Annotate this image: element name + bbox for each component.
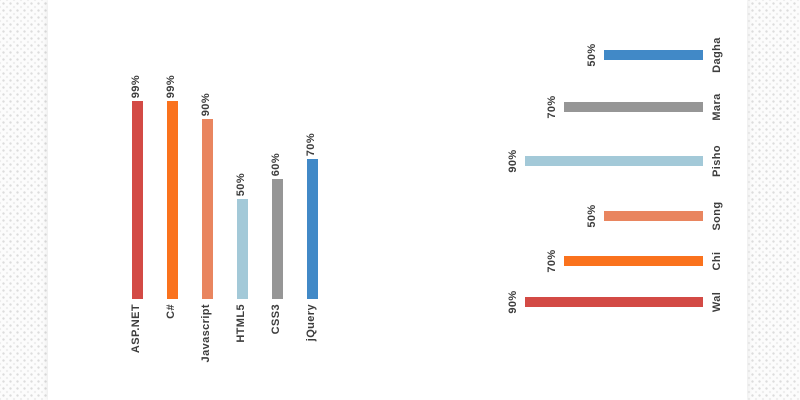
bar-category-label: Mara (711, 93, 723, 121)
bar-value-label: 50% (586, 204, 598, 228)
bar-value-label: 90% (507, 290, 519, 314)
bar-value-label: 90% (507, 149, 519, 173)
bar-value-label: 70% (546, 95, 558, 119)
bar-song[interactable] (604, 211, 703, 221)
bar-category-label: Pisho (711, 145, 723, 177)
bar-chi[interactable] (564, 256, 703, 266)
bar-category-label: Chi (711, 251, 723, 271)
bar-wal[interactable] (525, 297, 703, 307)
bar-value-label: 50% (586, 43, 598, 67)
bar-value-label: 70% (546, 249, 558, 273)
bar-pisho[interactable] (525, 156, 703, 166)
page-canvas: 99% ASP.NET 99% C# 90% Javascript 50% HTML5 60% C… (48, 0, 747, 400)
bar-html5[interactable] (237, 199, 248, 299)
bar-category-label: Dagha (711, 37, 723, 73)
bar-mara[interactable] (564, 102, 703, 112)
bar-c[interactable] (167, 101, 178, 299)
bar-category-label: Song (711, 201, 723, 231)
bar-dagha[interactable] (604, 50, 703, 60)
names-horizontal-bar-chart: 50% Dagha 70% Mara 90% Pisho 50% Song 70% Chi 90% W… (48, 0, 747, 400)
skills-vertical-bar-chart: 99% ASP.NET 99% C# 90% Javascript 50% HTML5 60% C… (48, 0, 747, 400)
bar-category-label: Wal (711, 291, 723, 313)
bar-javascript[interactable] (202, 119, 213, 299)
bar-jquery[interactable] (307, 159, 318, 299)
bar-aspnet[interactable] (132, 101, 143, 299)
bar-css3[interactable] (272, 179, 283, 299)
